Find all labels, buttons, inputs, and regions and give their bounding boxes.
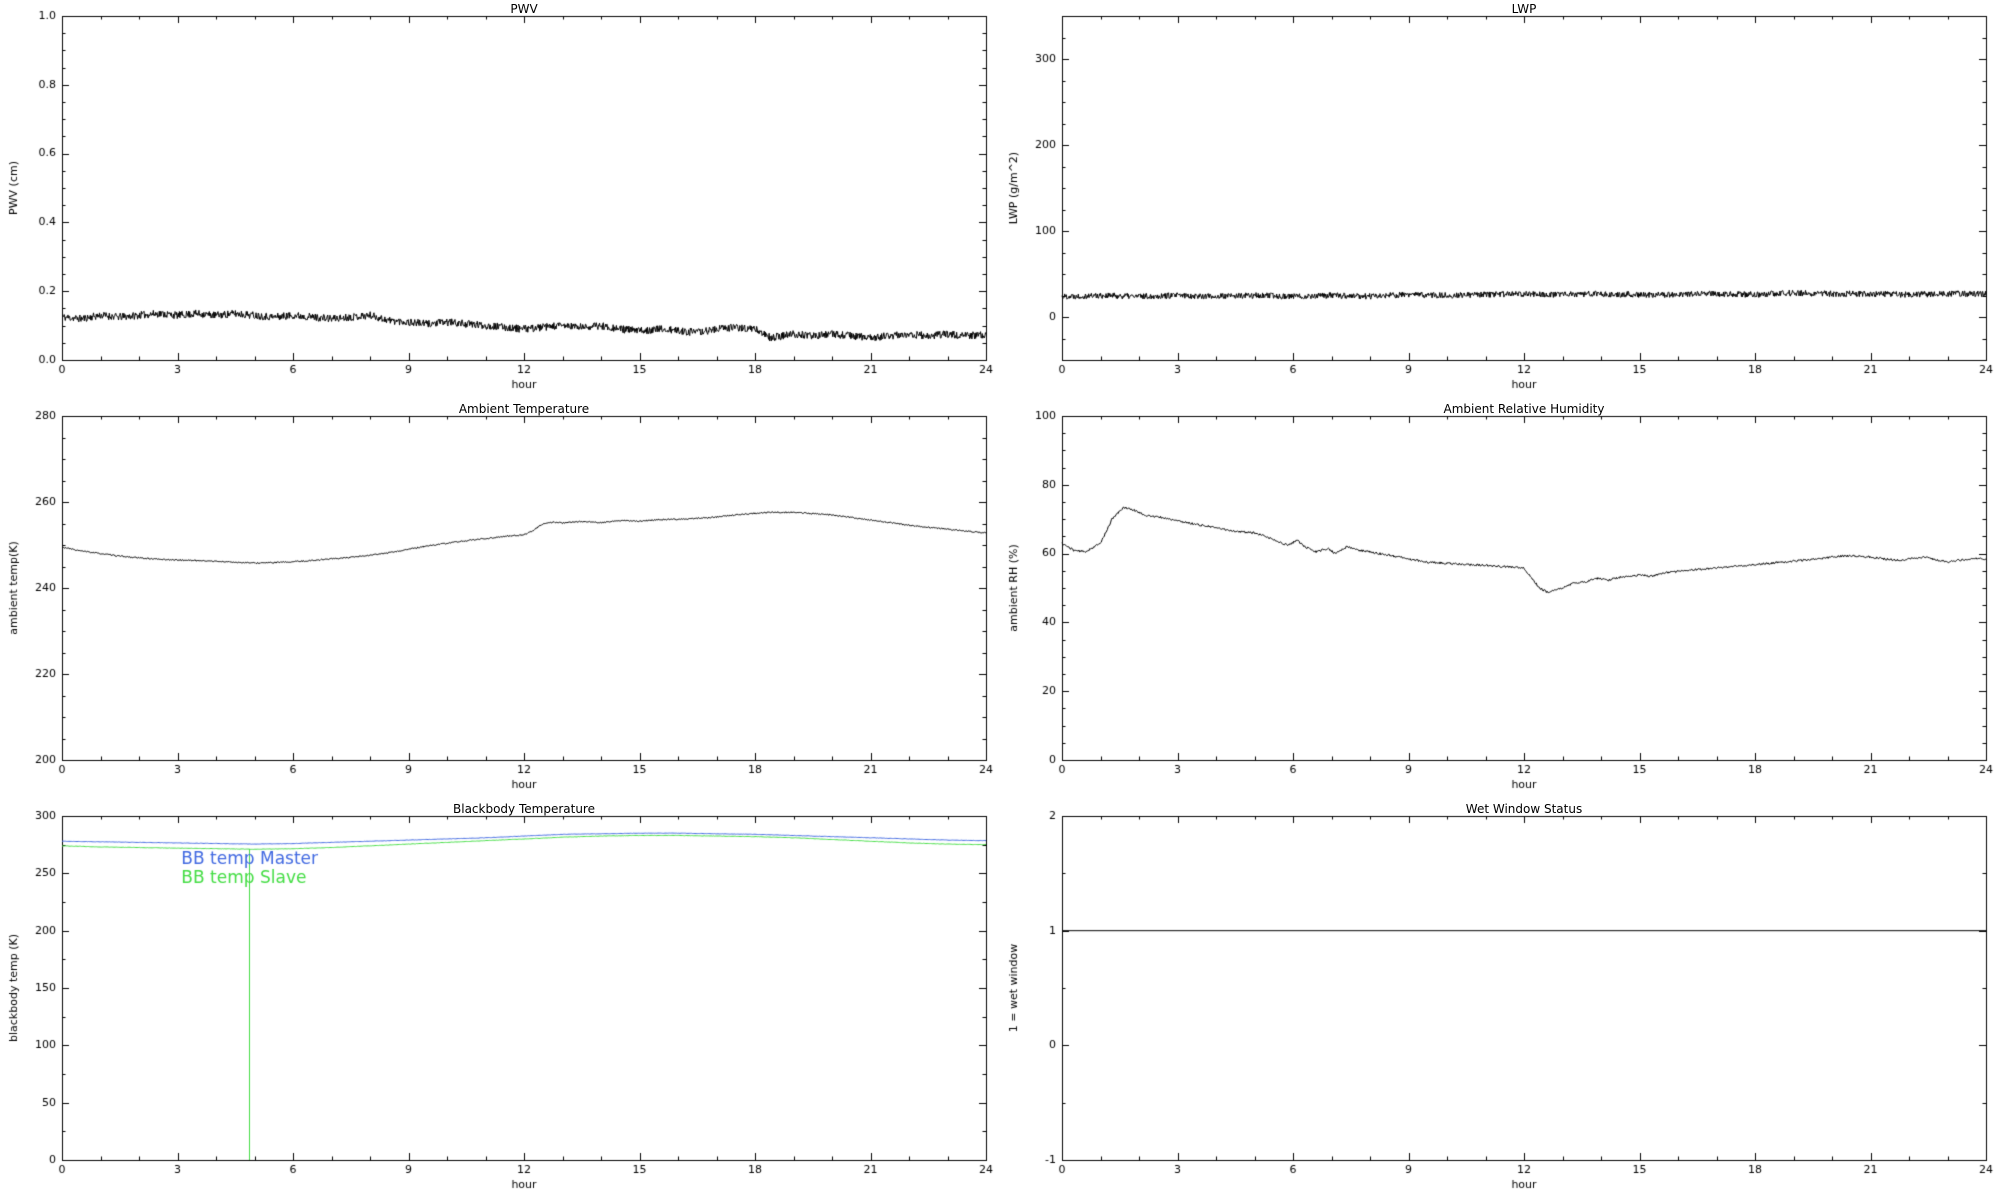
panel-blackbody-temperature: Blackbody Temperature — [0, 800, 1000, 1200]
chart-title-ambient-relative-humidity: Ambient Relative Humidity — [1443, 402, 1605, 416]
panel-ambient-relative-humidity: Ambient Relative Humidity — [1000, 400, 2000, 800]
panel-wet-window-status: Wet Window Status — [1000, 800, 2000, 1200]
chart-title-blackbody-temperature: Blackbody Temperature — [453, 802, 595, 816]
wet-window-status-chart-canvas — [1000, 800, 2000, 1200]
panel-lwp: LWP — [1000, 0, 2000, 400]
lwp-chart-canvas — [1000, 0, 2000, 400]
pwv-chart-canvas — [0, 0, 1000, 400]
panel-pwv: PWV — [0, 0, 1000, 400]
chart-title-lwp: LWP — [1511, 2, 1537, 16]
ambient-temperature-chart-canvas — [0, 400, 1000, 800]
ambient-relative-humidity-chart-canvas — [1000, 400, 2000, 800]
chart-title-pwv: PWV — [510, 2, 538, 16]
panel-ambient-temperature: Ambient Temperature — [0, 400, 1000, 800]
blackbody-temperature-chart-canvas — [0, 800, 1000, 1200]
chart-title-wet-window-status: Wet Window Status — [1465, 802, 1583, 816]
chart-title-ambient-temperature: Ambient Temperature — [458, 402, 590, 416]
